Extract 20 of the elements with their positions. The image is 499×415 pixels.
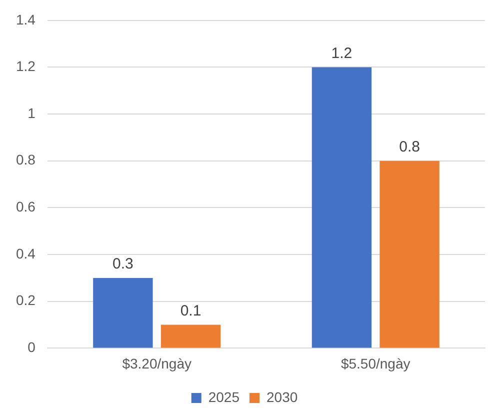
data-label: 0.1: [180, 302, 202, 320]
x-tick-label: $3.20/ngày: [122, 355, 192, 372]
y-tick-label: 0.6: [16, 198, 36, 215]
bar: [380, 160, 440, 348]
y-tick-label: 1.2: [16, 58, 36, 74]
y-tick-label: 0.8: [16, 152, 36, 168]
bar: [160, 324, 221, 348]
data-label: 0.8: [399, 138, 420, 156]
bar: [312, 67, 372, 348]
y-tick-label: 0.4: [16, 245, 36, 262]
y-tick-label: 1.4: [16, 11, 36, 28]
legend-label: 2025: [208, 388, 240, 405]
data-label: 0.3: [112, 256, 134, 273]
legend-label: 2030: [266, 388, 298, 405]
bar: [93, 278, 153, 348]
data-label: 1.2: [331, 44, 352, 62]
y-tick-label: 0: [28, 339, 36, 356]
y-tick-label: 1: [28, 104, 36, 121]
y-tick-label: 0.2: [16, 292, 36, 308]
x-tick-label: $5.50/ngày: [340, 355, 410, 372]
